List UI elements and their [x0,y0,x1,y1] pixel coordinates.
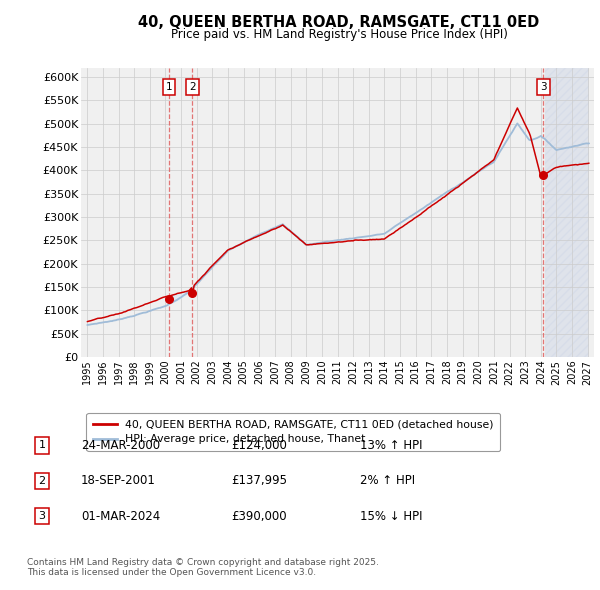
Legend: 40, QUEEN BERTHA ROAD, RAMSGATE, CT11 0ED (detached house), HPI: Average price, : 40, QUEEN BERTHA ROAD, RAMSGATE, CT11 0E… [86,413,500,451]
Text: 2: 2 [38,476,46,486]
Text: 13% ↑ HPI: 13% ↑ HPI [360,439,422,452]
Text: Price paid vs. HM Land Registry's House Price Index (HPI): Price paid vs. HM Land Registry's House … [170,28,508,41]
Text: 18-SEP-2001: 18-SEP-2001 [81,474,156,487]
Text: 01-MAR-2024: 01-MAR-2024 [81,510,160,523]
Text: 15% ↓ HPI: 15% ↓ HPI [360,510,422,523]
Text: 2: 2 [189,81,196,91]
Text: 3: 3 [38,512,46,521]
Text: Contains HM Land Registry data © Crown copyright and database right 2025.
This d: Contains HM Land Registry data © Crown c… [27,558,379,577]
Text: £124,000: £124,000 [231,439,287,452]
Text: £390,000: £390,000 [231,510,287,523]
Text: 24-MAR-2000: 24-MAR-2000 [81,439,160,452]
Text: 1: 1 [38,441,46,450]
Text: 1: 1 [166,81,172,91]
Text: £137,995: £137,995 [231,474,287,487]
Text: 2% ↑ HPI: 2% ↑ HPI [360,474,415,487]
Text: 3: 3 [540,81,547,91]
Text: 40, QUEEN BERTHA ROAD, RAMSGATE, CT11 0ED: 40, QUEEN BERTHA ROAD, RAMSGATE, CT11 0E… [139,15,539,30]
